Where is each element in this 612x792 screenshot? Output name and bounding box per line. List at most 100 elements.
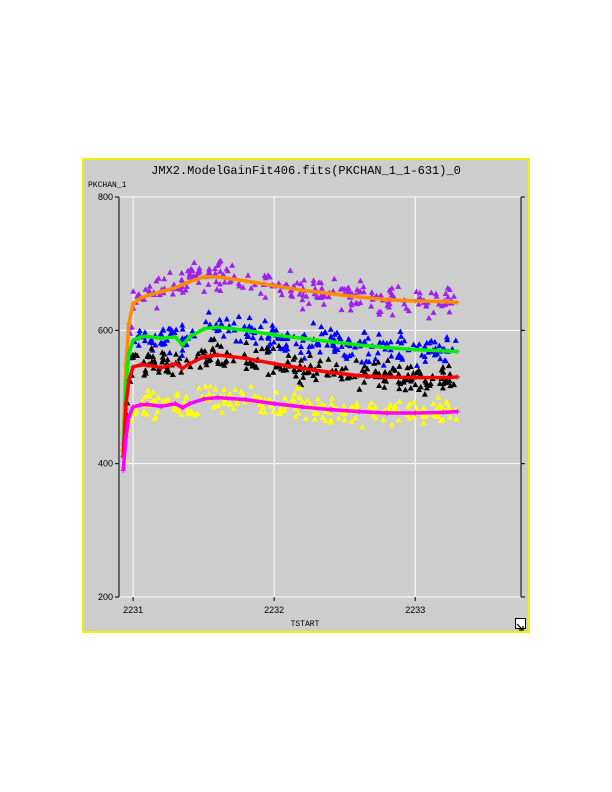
data-point [157, 330, 164, 337]
fit-point [179, 365, 185, 371]
data-point [415, 295, 422, 301]
data-point [398, 333, 405, 339]
data-point [438, 302, 445, 309]
data-point [391, 404, 398, 410]
data-point [383, 378, 390, 384]
data-point [346, 352, 353, 359]
fit-point [137, 362, 143, 368]
data-point [169, 371, 176, 377]
data-point [141, 337, 148, 344]
chart-title: JMX2.ModelGainFit406.fits(PKCHAN_1_1-631… [151, 164, 461, 178]
data-point [227, 401, 234, 407]
data-point [217, 268, 224, 274]
data-point [360, 283, 367, 290]
data-point [314, 294, 321, 300]
fit-point [328, 407, 334, 413]
data-point [450, 381, 457, 387]
data-point [444, 293, 451, 300]
data-point [421, 353, 428, 360]
fit-point [187, 334, 193, 340]
data-point [142, 286, 149, 292]
data-point [414, 362, 421, 368]
data-point [287, 267, 294, 273]
data-point [306, 369, 313, 375]
data-point [189, 267, 196, 274]
data-point [375, 331, 382, 337]
data-point [320, 301, 327, 307]
data-point [335, 415, 342, 421]
data-point [130, 288, 137, 294]
data-point [181, 398, 188, 405]
data-point [312, 376, 319, 383]
data-point [216, 258, 223, 265]
fit-point [172, 334, 178, 340]
data-point [159, 354, 166, 360]
data-point [320, 293, 327, 299]
data-point [218, 409, 225, 415]
data-point [164, 395, 171, 402]
data-point [141, 329, 148, 335]
data-point [241, 351, 248, 357]
data-point [140, 358, 147, 365]
data-point [187, 363, 194, 370]
data-point [439, 404, 446, 410]
data-point [357, 277, 364, 284]
data-point [292, 373, 299, 379]
data-point [257, 290, 264, 296]
fit-point [356, 373, 362, 379]
data-point [388, 353, 395, 359]
data-point [380, 416, 387, 423]
data-point [302, 415, 309, 421]
data-point [376, 339, 383, 345]
data-point [218, 343, 225, 349]
data-point [145, 351, 152, 357]
data-point [166, 349, 173, 356]
data-point [234, 400, 241, 406]
fit-point [328, 291, 334, 297]
data-point [270, 338, 277, 345]
data-point [273, 389, 280, 395]
data-point [293, 340, 300, 347]
data-point [368, 399, 375, 406]
data-point [384, 357, 391, 363]
data-point [331, 348, 338, 354]
data-point [352, 343, 359, 350]
data-point [396, 385, 403, 392]
data-point [134, 293, 141, 299]
data-point [206, 321, 213, 328]
data-point [353, 299, 360, 306]
data-point [436, 380, 443, 386]
data-point [145, 387, 152, 393]
data-point [315, 402, 322, 408]
data-point [403, 305, 410, 311]
resize-arrow-icon[interactable] [515, 618, 526, 631]
data-point [175, 407, 182, 414]
data-point [413, 369, 420, 376]
data-point [369, 406, 376, 412]
data-point [221, 362, 228, 368]
fit-point [215, 274, 221, 280]
data-point [423, 303, 430, 309]
data-point [344, 289, 351, 296]
data-point [315, 362, 322, 368]
x-tick-label: 2233 [405, 605, 425, 615]
data-point [318, 323, 325, 330]
data-point [208, 336, 215, 343]
data-point [434, 405, 441, 411]
data-point [326, 409, 333, 416]
data-point [316, 279, 323, 285]
data-point [226, 278, 233, 285]
data-point [415, 300, 422, 307]
data-point [146, 287, 153, 294]
y-tick-label: 200 [98, 592, 113, 602]
data-point [395, 371, 402, 377]
data-point [284, 358, 291, 365]
data-point [325, 372, 332, 378]
data-point [213, 286, 220, 292]
data-point [155, 369, 162, 375]
fit-point [243, 278, 249, 284]
data-point [165, 369, 172, 375]
data-point [277, 405, 284, 412]
data-point [395, 417, 402, 423]
data-point [248, 284, 255, 291]
